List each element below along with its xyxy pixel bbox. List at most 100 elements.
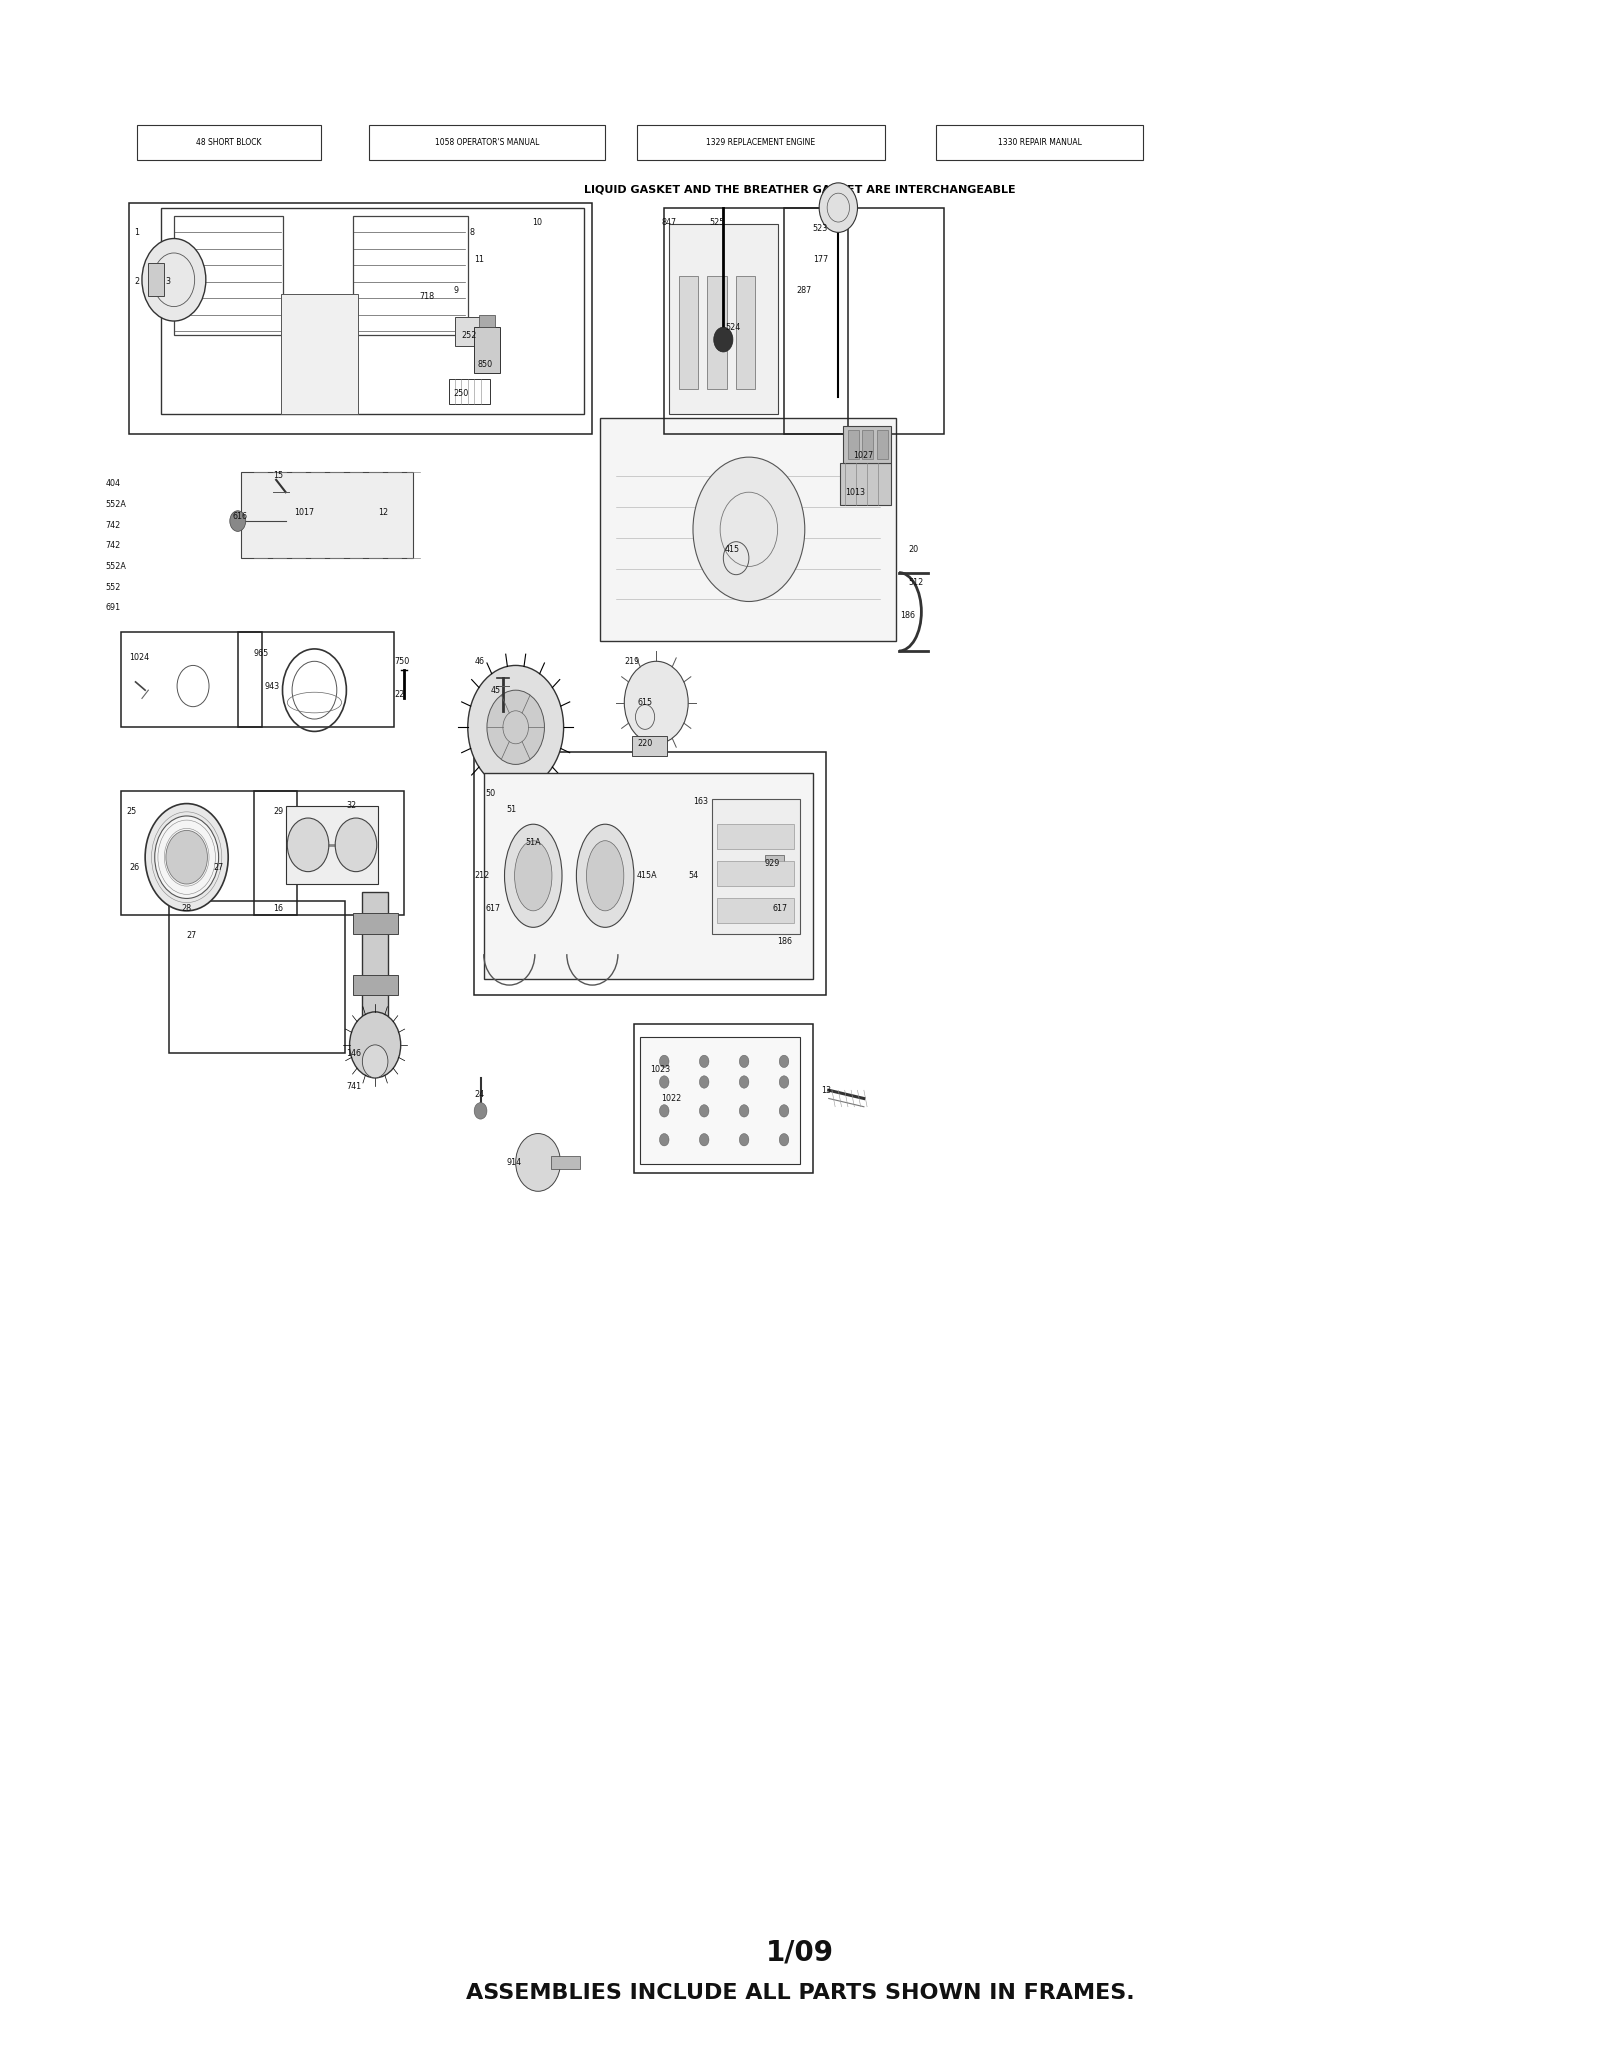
Text: 3: 3 <box>166 277 171 287</box>
Circle shape <box>779 1055 789 1068</box>
Text: 54: 54 <box>688 871 698 880</box>
Text: 15: 15 <box>274 471 283 481</box>
Circle shape <box>474 1103 486 1119</box>
Text: 552: 552 <box>106 582 120 591</box>
Bar <box>474 752 826 995</box>
Bar <box>286 805 378 884</box>
Text: 51A: 51A <box>525 838 541 847</box>
Circle shape <box>166 830 208 884</box>
Circle shape <box>739 1134 749 1146</box>
Circle shape <box>146 803 229 911</box>
Text: 691: 691 <box>106 603 120 611</box>
Bar <box>352 913 397 933</box>
Text: 750: 750 <box>394 657 410 665</box>
Bar <box>936 126 1144 161</box>
Text: 22: 22 <box>394 690 405 698</box>
Bar <box>862 430 874 458</box>
Text: 1013: 1013 <box>845 487 864 498</box>
Bar <box>637 126 885 161</box>
Text: 1024: 1024 <box>130 653 149 661</box>
Ellipse shape <box>504 824 562 927</box>
Text: 1027: 1027 <box>853 450 874 460</box>
Text: 512: 512 <box>909 578 923 586</box>
Bar <box>238 632 394 727</box>
Bar <box>483 772 813 979</box>
Text: 220: 220 <box>637 739 653 748</box>
Bar <box>474 326 499 372</box>
Polygon shape <box>600 417 896 640</box>
Bar <box>478 314 494 326</box>
Text: 741: 741 <box>346 1082 362 1090</box>
Circle shape <box>659 1055 669 1068</box>
Bar <box>707 275 726 388</box>
Bar <box>174 217 283 335</box>
Circle shape <box>779 1134 789 1146</box>
Circle shape <box>739 1055 749 1068</box>
Circle shape <box>155 816 219 898</box>
Circle shape <box>624 661 688 743</box>
Text: 615: 615 <box>637 698 653 706</box>
Bar <box>138 126 322 161</box>
Bar <box>242 471 413 558</box>
Text: 2: 2 <box>134 277 139 287</box>
Text: 929: 929 <box>765 859 781 867</box>
Bar <box>664 209 848 434</box>
Text: 186: 186 <box>778 938 792 946</box>
Bar <box>122 632 262 727</box>
Ellipse shape <box>515 840 552 911</box>
Text: 186: 186 <box>901 611 915 620</box>
Bar <box>717 824 794 849</box>
Text: 32: 32 <box>346 801 357 809</box>
Bar <box>848 430 859 458</box>
Bar <box>352 217 467 335</box>
Bar <box>840 463 891 504</box>
Text: 46: 46 <box>474 657 485 665</box>
Bar <box>784 209 944 434</box>
Text: 20: 20 <box>909 545 918 553</box>
Circle shape <box>230 510 246 531</box>
Bar <box>640 1037 800 1165</box>
Bar <box>170 900 344 1053</box>
Circle shape <box>739 1105 749 1117</box>
Text: 718: 718 <box>419 291 435 301</box>
Bar <box>149 264 165 295</box>
Text: 524: 524 <box>725 322 741 332</box>
Bar <box>712 799 800 933</box>
Text: 146: 146 <box>346 1049 362 1057</box>
Text: 45: 45 <box>490 686 501 694</box>
Text: 552A: 552A <box>106 562 126 570</box>
Text: 177: 177 <box>813 254 829 264</box>
Text: 616: 616 <box>234 512 248 522</box>
Text: 9: 9 <box>453 285 459 295</box>
Text: LIQUID GASKET AND THE BREATHER GASKET ARE INTERCHANGEABLE: LIQUID GASKET AND THE BREATHER GASKET AR… <box>584 184 1016 194</box>
Circle shape <box>739 1076 749 1088</box>
Circle shape <box>699 1134 709 1146</box>
Bar <box>632 735 667 756</box>
Circle shape <box>714 326 733 351</box>
Text: 404: 404 <box>106 479 120 489</box>
Circle shape <box>486 690 544 764</box>
Text: 50: 50 <box>485 789 496 797</box>
Text: 26: 26 <box>130 863 139 871</box>
Text: 27: 27 <box>187 931 197 940</box>
Bar <box>122 791 298 915</box>
Bar <box>669 225 778 413</box>
Bar <box>843 425 891 463</box>
Text: 48 SHORT BLOCK: 48 SHORT BLOCK <box>197 138 262 147</box>
Text: 415: 415 <box>725 545 741 553</box>
Text: 212: 212 <box>474 871 490 880</box>
Text: 1329 REPLACEMENT ENGINE: 1329 REPLACEMENT ENGINE <box>706 138 816 147</box>
Text: ASSEMBLIES INCLUDE ALL PARTS SHOWN IN FRAMES.: ASSEMBLIES INCLUDE ALL PARTS SHOWN IN FR… <box>466 1984 1134 2003</box>
Bar <box>717 898 794 923</box>
Bar <box>368 126 605 161</box>
Bar <box>877 430 888 458</box>
Circle shape <box>349 1012 400 1078</box>
Bar <box>362 892 387 1037</box>
Text: 965: 965 <box>254 648 269 657</box>
Text: 1330 REPAIR MANUAL: 1330 REPAIR MANUAL <box>998 138 1082 147</box>
Text: 742: 742 <box>106 520 120 531</box>
Text: 847: 847 <box>661 217 677 227</box>
Circle shape <box>699 1076 709 1088</box>
Text: 13: 13 <box>821 1086 830 1094</box>
Text: 29: 29 <box>274 807 283 816</box>
